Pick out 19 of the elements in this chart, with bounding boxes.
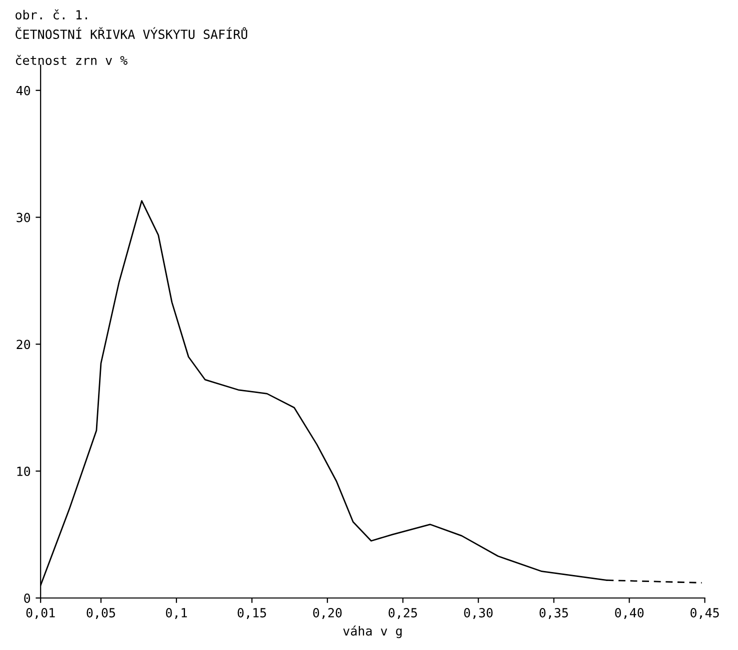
x-tick-label: 0,45 <box>690 608 719 620</box>
x-tick-label: 0,01 <box>26 608 55 620</box>
y-tick-label: 0 <box>24 594 30 603</box>
x-tick-label: 0,1 <box>166 608 187 620</box>
x-tick-label: 0,35 <box>540 608 568 620</box>
y-tick-label: 20 <box>16 340 30 350</box>
x-tick-label: 0,40 <box>615 608 644 620</box>
x-tick-label: 0,20 <box>313 608 342 620</box>
chart-subtitle: ČETNOSTNÍ KŘIVKA VÝSKYTU SAFÍRŮ <box>16 27 248 39</box>
y-tick-label: 40 <box>16 86 30 96</box>
x-tick-label: 0,25 <box>388 608 417 620</box>
x-tick-label: 0,05 <box>86 608 116 620</box>
x-tick-label: 0,30 <box>464 608 493 620</box>
x-axis-title: váha v g <box>343 625 402 638</box>
y-tick-label: 10 <box>17 466 30 476</box>
chart-title: obr. č. 1. <box>16 9 88 20</box>
y-tick-label: 30 <box>16 212 30 222</box>
y-axis-title: četnost zrn v % <box>16 54 128 65</box>
x-tick-label: 0,15 <box>238 608 266 620</box>
